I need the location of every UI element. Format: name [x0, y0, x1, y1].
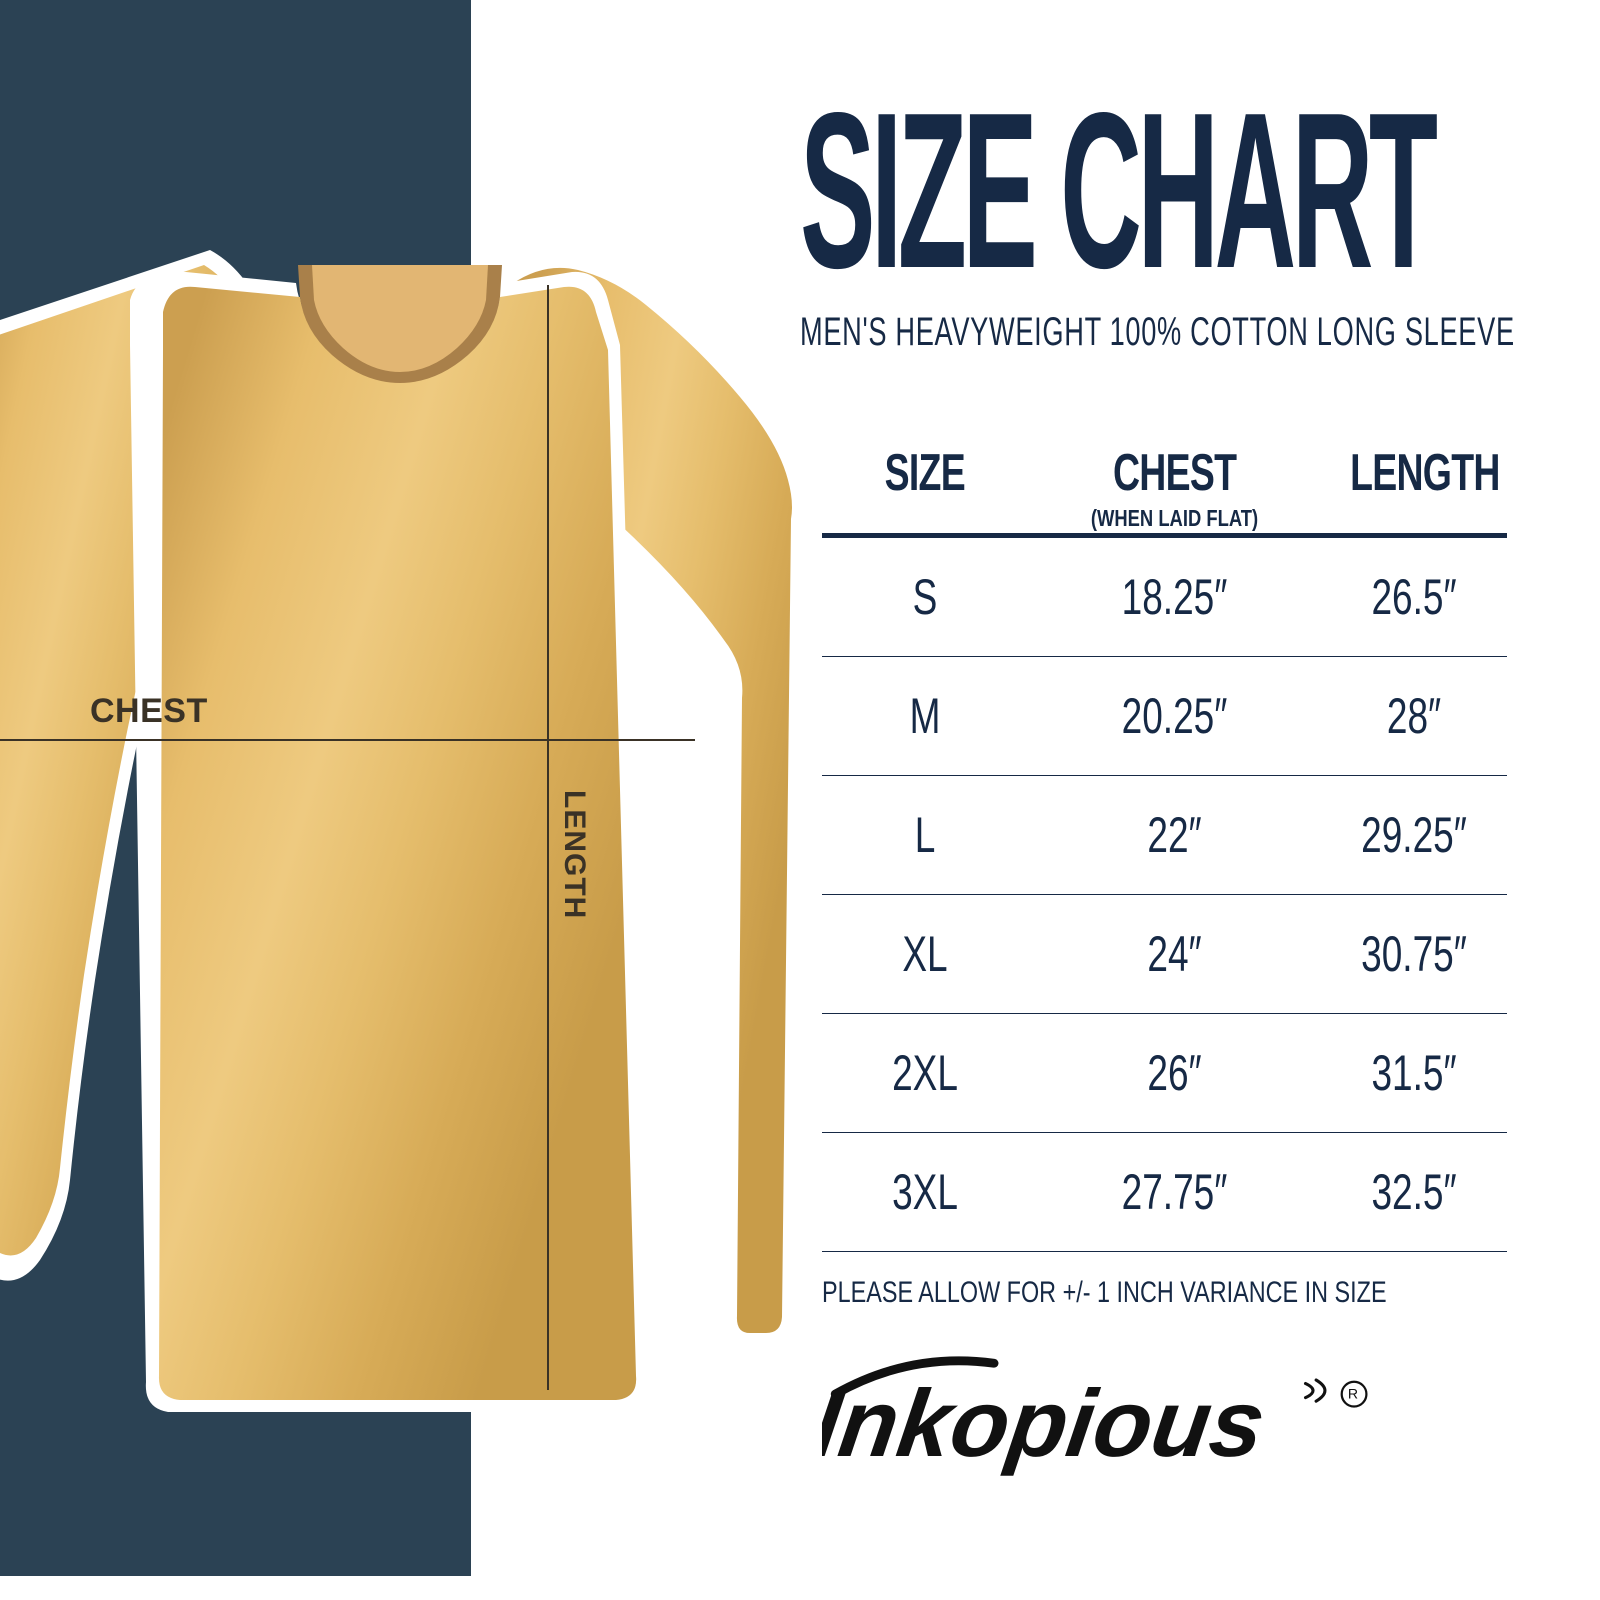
svg-text:CHEST: CHEST — [90, 692, 208, 730]
svg-text:R: R — [1348, 1386, 1358, 1402]
svg-text:LENGTH: LENGTH — [558, 790, 591, 919]
